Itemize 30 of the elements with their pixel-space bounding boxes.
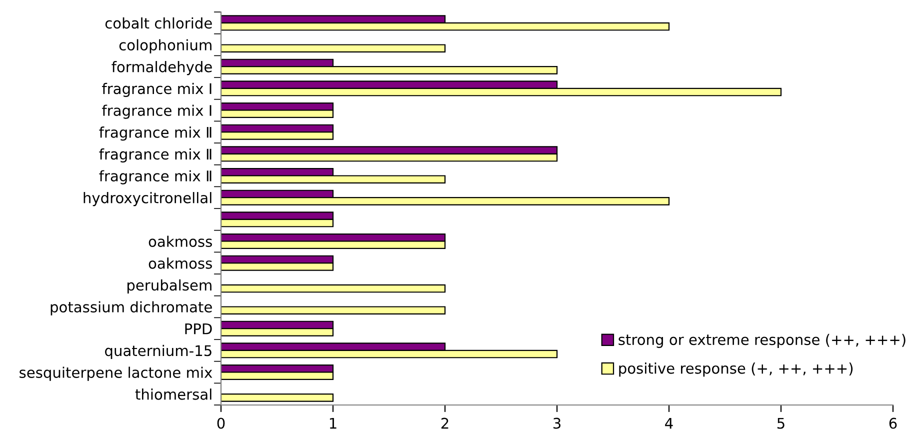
- y-tick-label: cobalt chloride: [105, 17, 212, 29]
- x-tick-label: 1: [330, 418, 336, 429]
- bar: [221, 306, 446, 315]
- y-tick-label: fragrance mix Ⅱ: [99, 170, 212, 184]
- y-tick-label: fragrance mix I: [102, 82, 212, 97]
- y-tick-label: oakmoss: [148, 258, 212, 269]
- y-tick-label: fragrance mix I: [102, 104, 212, 119]
- y-tick-label: sesquiterpene lactone mix: [20, 366, 212, 381]
- y-tick-label: quaternium-15: [105, 344, 212, 359]
- y-tick-label: colophonium: [119, 39, 212, 54]
- bar: [221, 44, 446, 53]
- legend-label: positive response (+, ++, +++): [619, 362, 853, 377]
- x-tick-label: 2: [441, 418, 448, 429]
- y-tick-label: potassium dichromate: [50, 301, 212, 316]
- legend-label: strong or extreme response (++, +++): [618, 334, 906, 348]
- y-tick-label: thiomersal: [135, 388, 212, 400]
- y-tick-label: oakmoss: [148, 236, 212, 247]
- y-tick-label: fragrance mix Ⅱ: [99, 126, 212, 141]
- bar: [221, 284, 446, 293]
- y-tick-label: fragrance mix Ⅱ: [99, 148, 212, 162]
- y-tick-label: hydroxycitronellal: [84, 192, 212, 206]
- y-tick-label: PPD: [185, 323, 212, 334]
- x-tick-label: 3: [553, 418, 560, 429]
- y-tick-label: formaldehyde: [112, 61, 212, 76]
- bar: [221, 394, 334, 402]
- x-tick-label: 6: [889, 418, 897, 429]
- x-tick-label: 0: [217, 418, 225, 429]
- y-tick-label: perubalsem: [128, 279, 212, 294]
- x-tick-label: 4: [665, 418, 673, 429]
- x-tick-label: 5: [777, 418, 784, 429]
